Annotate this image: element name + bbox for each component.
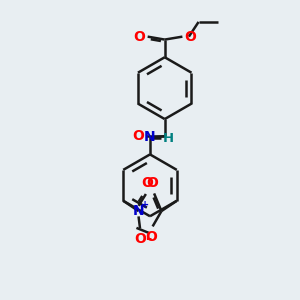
Text: O: O bbox=[185, 30, 197, 44]
Text: O: O bbox=[134, 232, 146, 246]
Text: O: O bbox=[141, 176, 153, 190]
Text: -: - bbox=[145, 230, 152, 245]
Text: O: O bbox=[145, 230, 157, 244]
Text: +: + bbox=[141, 200, 149, 210]
Text: O: O bbox=[147, 176, 159, 190]
Text: N: N bbox=[144, 130, 156, 144]
Text: O: O bbox=[134, 30, 145, 44]
Text: H: H bbox=[163, 132, 174, 145]
Text: O: O bbox=[132, 129, 144, 143]
Text: N: N bbox=[133, 204, 144, 218]
